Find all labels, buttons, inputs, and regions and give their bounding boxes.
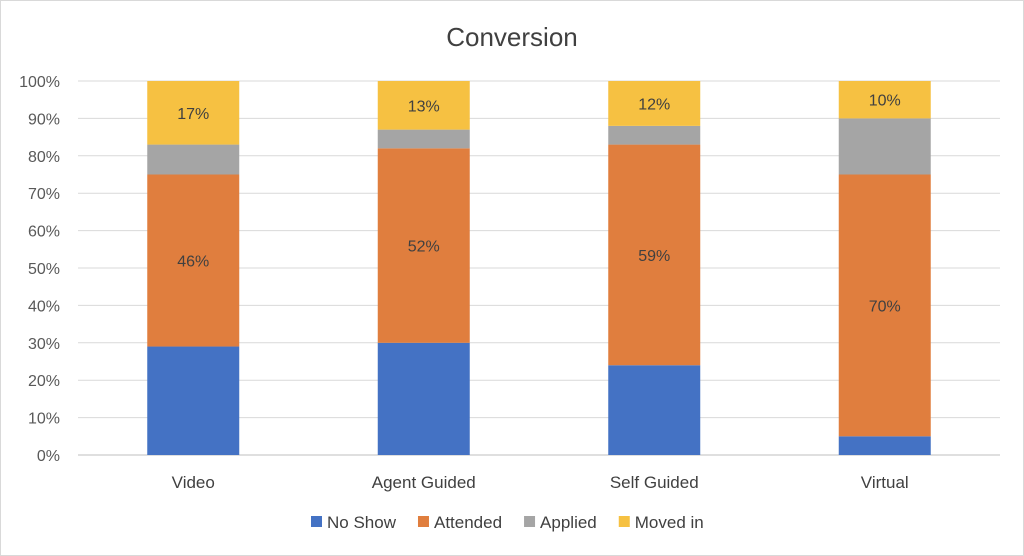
y-tick-label: 80%: [28, 149, 60, 166]
bar-segment: [147, 144, 240, 175]
bars: 46% 17% 52% 13% 59% 12% 70% 10%: [147, 81, 931, 455]
legend-swatch: [311, 516, 322, 527]
legend-label: No Show: [327, 513, 397, 532]
x-tick-label: Self Guided: [610, 473, 699, 492]
legend-label: Attended: [434, 513, 502, 532]
legend-label: Moved in: [635, 513, 704, 532]
bar-segment: [147, 174, 240, 347]
data-label: 70%: [869, 298, 901, 315]
bar-segment: [608, 81, 701, 126]
y-tick-label: 70%: [28, 186, 60, 203]
bar-segment: [377, 129, 470, 149]
data-label: 10%: [869, 93, 901, 110]
bar-segment: [608, 144, 701, 366]
x-tick-label: Agent Guided: [372, 473, 476, 492]
y-tick-label: 30%: [28, 336, 60, 353]
y-tick-label: 60%: [28, 224, 60, 241]
bar-segment: [838, 174, 931, 437]
legend-swatch: [417, 516, 429, 527]
data-label: 13%: [408, 98, 440, 115]
y-tick-label: 50%: [28, 261, 60, 278]
x-tick-label: Virtual: [861, 473, 909, 492]
bar-segment: [838, 436, 931, 455]
y-tick-label: 100%: [19, 74, 60, 91]
bar-segment: [377, 81, 470, 130]
bar-segment: [147, 346, 240, 455]
data-label: 17%: [177, 106, 209, 123]
y-tick-label: 90%: [28, 111, 60, 128]
y-axis: 0% 10% 20% 30% 40% 50% 60% 70% 80% 90% 100%: [19, 74, 60, 465]
legend: No Show Attended Applied Moved in: [311, 513, 704, 532]
legend-swatch: [524, 516, 536, 527]
data-label: 12%: [638, 96, 670, 113]
y-tick-label: 20%: [28, 373, 60, 390]
data-label: 59%: [638, 248, 670, 265]
legend-swatch: [618, 516, 630, 527]
y-tick-label: 0%: [37, 448, 60, 465]
y-tick-label: 10%: [28, 411, 60, 428]
bar-segment: [838, 81, 931, 119]
x-axis: Video Agent Guided Self Guided Virtual: [172, 473, 909, 492]
bar-segment: [608, 125, 701, 145]
data-label: 52%: [408, 239, 440, 256]
chart-title: Conversion: [446, 22, 578, 52]
legend-label: Applied: [540, 513, 597, 532]
bar-segment: [377, 148, 470, 343]
bar-segment: [147, 81, 240, 145]
x-tick-label: Video: [172, 473, 215, 492]
data-label: 46%: [177, 254, 209, 271]
y-tick-label: 40%: [28, 298, 60, 315]
bar-segment: [838, 118, 931, 175]
bar-segment: [377, 342, 470, 455]
bar-segment: [608, 365, 701, 455]
